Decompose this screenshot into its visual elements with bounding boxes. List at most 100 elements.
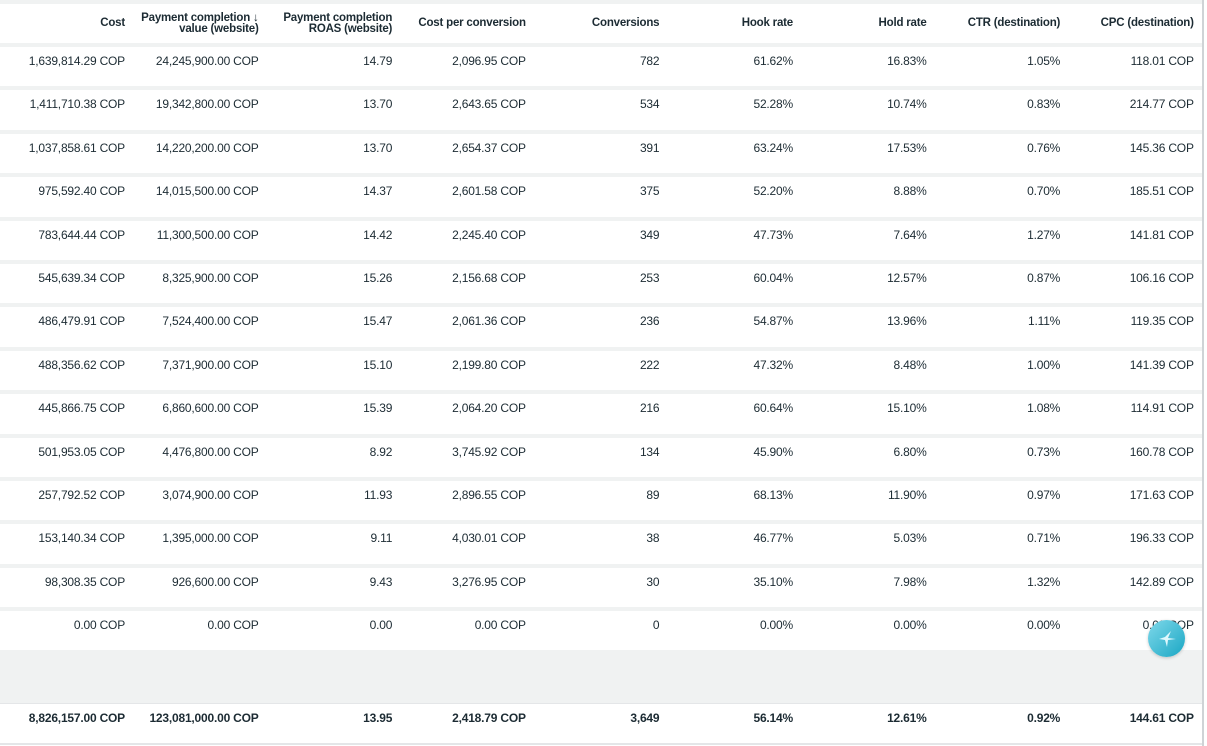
cell-cpc-destination: 118.01 COP <box>1130 54 1194 68</box>
table-row: 488,356.62 COP 7,371,900.00 COP 15.10 2,199… <box>0 351 1202 395</box>
cell-cost-per-conversion: 2,643.65 COP <box>452 97 526 112</box>
cell-hook-rate: 46.77% <box>753 531 793 546</box>
sparkle-star-icon <box>1158 630 1176 647</box>
cell-conversions: 134 <box>639 444 660 459</box>
cell-cost: 486,479.91 COP <box>38 314 125 329</box>
cell-ctr-destination: 0.83% <box>1027 97 1061 112</box>
cell-hold-rate: 13.96% <box>887 314 927 329</box>
cell-payment-completion-roas: 14.37 <box>363 184 393 199</box>
cell-ctr-destination: 0.97% <box>1027 487 1061 502</box>
cell-payment-completion-roas: 9.43 <box>369 574 393 589</box>
cell-payment-completion-value: 11,300,500.00 COP <box>156 227 259 242</box>
cell-ctr-destination: 0.00% <box>1027 618 1061 633</box>
cell-hold-rate: 5.03% <box>893 531 927 546</box>
cell-conversions: 782 <box>639 54 660 68</box>
cell-payment-completion-roas: 15.47 <box>363 314 393 329</box>
cell-cost-per-conversion: 2,156.68 COP <box>452 270 526 285</box>
cell-payment-completion-value: 4,476,800.00 COP <box>162 444 259 459</box>
table-row: 153,140.34 COP 1,395,000.00 COP 9.11 4,030.… <box>0 524 1202 568</box>
cell-payment-completion-value: 1,395,000.00 COP <box>162 531 259 546</box>
table-row: 445,866.75 COP 6,860,600.00 COP 15.39 2,064… <box>0 394 1202 438</box>
cell-ctr-destination: 1.32% <box>1027 574 1061 589</box>
cell-cost: 501,953.05 COP <box>38 444 125 459</box>
cell-ctr-destination: 0.70% <box>1027 184 1061 199</box>
cell-conversions: 89 <box>646 487 660 502</box>
cell-cost-per-conversion: 0.00 COP <box>474 618 526 633</box>
total-cost-per-conversion: 2,418.79 COP <box>452 711 526 726</box>
cell-payment-completion-value: 0.00 COP <box>207 618 259 633</box>
column-header-hold-rate[interactable]: Hold rate <box>878 17 927 29</box>
cell-hook-rate: 45.90% <box>753 444 793 459</box>
cell-hook-rate: 60.04% <box>753 270 793 285</box>
cell-hold-rate: 11.90% <box>887 487 927 502</box>
cell-payment-completion-roas: 14.79 <box>363 54 393 68</box>
cell-hook-rate: 35.10% <box>753 574 793 589</box>
cell-payment-completion-roas: 8.92 <box>369 444 393 459</box>
table-row: 975,592.40 COP 14,015,500.00 COP 14.37 2,60… <box>0 177 1202 221</box>
cell-hook-rate: 68.13% <box>753 487 793 502</box>
column-header-cost-per-conversion[interactable]: Cost per conversion <box>418 17 526 29</box>
column-header-cost[interactable]: Cost <box>100 17 125 29</box>
cell-cost-per-conversion: 2,896.55 COP <box>452 487 526 502</box>
cell-ctr-destination: 1.00% <box>1027 357 1061 372</box>
cell-hold-rate: 12.57% <box>887 270 927 285</box>
table-row: 98,308.35 COP 926,600.00 COP 9.43 3,276.95 … <box>0 568 1202 612</box>
cell-conversions: 534 <box>639 97 660 112</box>
cell-hold-rate: 8.88% <box>893 184 927 199</box>
cell-cpc-destination: 106.16 COP <box>1129 270 1194 285</box>
column-header-hook-rate[interactable]: Hook rate <box>741 17 793 29</box>
column-header-ctr-destination[interactable]: CTR (destination) <box>967 17 1061 29</box>
cell-hold-rate: 15.10% <box>887 401 927 416</box>
cell-payment-completion-roas: 15.39 <box>363 401 393 416</box>
cell-payment-completion-roas: 9.11 <box>370 531 393 546</box>
cell-cost-per-conversion: 3,745.92 COP <box>452 444 526 459</box>
cell-ctr-destination: 0.73% <box>1027 444 1061 459</box>
table-row: 501,953.05 COP 4,476,800.00 COP 8.92 3,745.… <box>0 438 1202 481</box>
total-hook-rate: 56.14% <box>753 711 793 726</box>
cell-cost-per-conversion: 2,096.95 COP <box>452 54 526 68</box>
column-header-cpc-destination[interactable]: CPC (destination) <box>1100 17 1194 29</box>
cell-payment-completion-value: 926,600.00 COP <box>171 574 259 589</box>
cell-payment-completion-roas: 13.70 <box>363 140 393 155</box>
column-header-conversions[interactable]: Conversions <box>591 17 660 29</box>
assistant-button[interactable] <box>1148 620 1185 657</box>
cell-cpc-destination: 141.81 COP <box>1129 227 1194 242</box>
cell-hold-rate: 7.64% <box>893 227 927 242</box>
cell-payment-completion-value: 24,245,900.00 COP <box>155 54 259 68</box>
cell-ctr-destination: 0.87% <box>1027 270 1061 285</box>
cell-hold-rate: 16.83% <box>887 54 927 68</box>
cell-ctr-destination: 0.71% <box>1027 531 1061 546</box>
column-header-payment-completion-value[interactable]: Payment completion ↓ value (website) <box>141 11 259 35</box>
cell-cost: 975,592.40 COP <box>38 184 125 199</box>
cell-cost-per-conversion: 2,245.40 COP <box>452 227 526 242</box>
cell-payment-completion-value: 14,220,200.00 COP <box>155 140 259 155</box>
cell-cost-per-conversion: 2,654.37 COP <box>452 140 526 155</box>
table-row: 486,479.91 COP 7,524,400.00 COP 15.47 2,061… <box>0 307 1202 351</box>
cell-payment-completion-value: 14,015,500.00 COP <box>155 184 259 199</box>
cell-conversions: 236 <box>639 314 660 329</box>
cell-cost: 783,644.44 COP <box>38 227 125 242</box>
cell-cpc-destination: 196.33 COP <box>1129 531 1194 546</box>
cell-ctr-destination: 1.11% <box>1028 314 1061 329</box>
cell-cpc-destination: 214.77 COP <box>1129 97 1194 112</box>
total-conversions: 3,649 <box>630 711 660 726</box>
cell-conversions: 222 <box>639 357 660 372</box>
total-ctr-destination: 0.92% <box>1027 711 1061 726</box>
cell-hold-rate: 8.48% <box>893 357 927 372</box>
cell-hook-rate: 54.87% <box>753 314 793 329</box>
cell-conversions: 30 <box>646 574 660 589</box>
cell-payment-completion-value: 7,524,400.00 COP <box>162 314 259 329</box>
table-row: 0.00 COP 0.00 COP 0.00 0.00 COP 0 0.00% 0.00% 0… <box>0 611 1202 655</box>
cell-payment-completion-value: 7,371,900.00 COP <box>162 357 259 372</box>
column-header-payment-completion-roas[interactable]: Payment completion ROAS (website) <box>283 11 393 35</box>
table-header: Cost Payment completion ↓ value (website)… <box>0 0 1202 47</box>
cell-hold-rate: 17.53% <box>887 140 927 155</box>
cell-cpc-destination: 160.78 COP <box>1129 444 1194 459</box>
cell-conversions: 0 <box>652 618 660 633</box>
cell-conversions: 253 <box>639 270 660 285</box>
cell-cost: 0.00 COP <box>73 618 125 633</box>
totals-row: 8,826,157.00 COP 123,081,000.00 COP 13.95 2… <box>0 703 1202 746</box>
cell-ctr-destination: 1.08% <box>1027 401 1061 416</box>
cell-hold-rate: 6.80% <box>893 444 927 459</box>
